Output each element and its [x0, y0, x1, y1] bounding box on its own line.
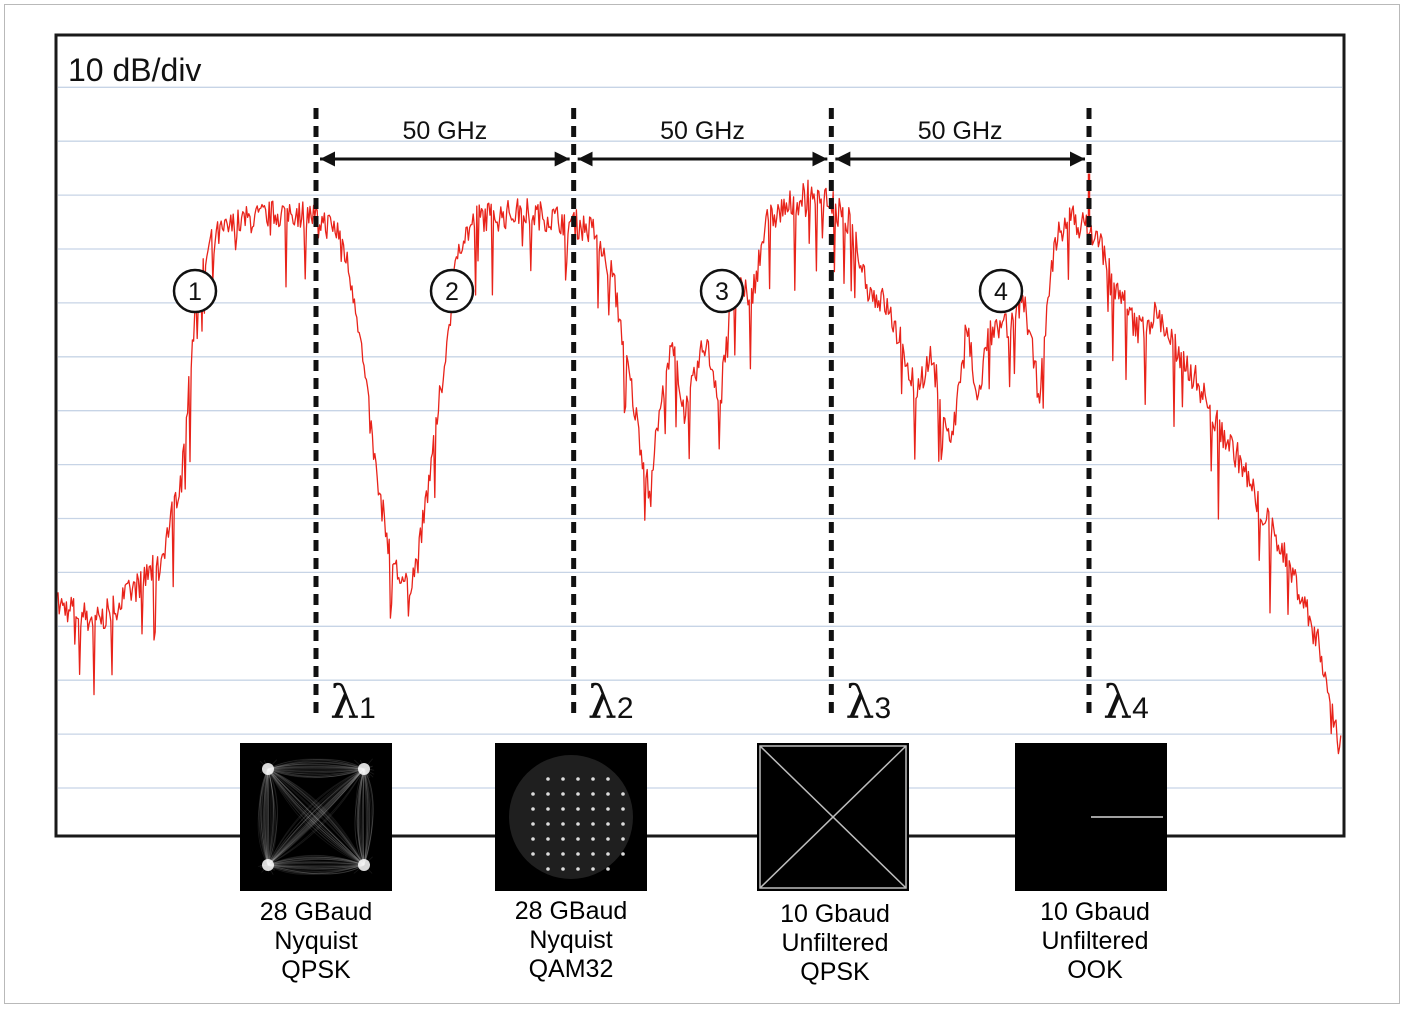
- caption-line: QPSK: [281, 956, 351, 984]
- constellation-point: [561, 867, 565, 871]
- spectrum-trace: [57, 173, 1342, 755]
- qpsk-unfiltered-constellation: [757, 743, 909, 891]
- constellation-point: [621, 837, 625, 841]
- constellation-point: [546, 777, 550, 781]
- channel-number-badges: 1 2 3 4: [172, 268, 1024, 314]
- wavelength-index: 4: [1132, 692, 1149, 725]
- constellation-point: [606, 852, 610, 856]
- constellation-point: [546, 837, 550, 841]
- constellation-point: [606, 867, 610, 871]
- constellation-point: [561, 852, 565, 856]
- constellation-point: [591, 777, 595, 781]
- constellation-diagrams: [240, 743, 1167, 891]
- qpsk-unfiltered-caption: 10 Gbaud Unfiltered QPSK: [735, 900, 935, 987]
- constellation-point: [591, 807, 595, 811]
- caption-line: Unfiltered: [1041, 927, 1149, 955]
- wavelength-index: 3: [874, 692, 891, 725]
- caption-line: OOK: [1067, 956, 1123, 984]
- constellation-point: [621, 822, 625, 826]
- qpsk-nyquist-constellation: [240, 743, 392, 891]
- constellation-point: [358, 859, 370, 871]
- constellation-point: [576, 777, 580, 781]
- plot-area-border: [54, 33, 1346, 838]
- wavelength-label: λ1: [330, 675, 376, 729]
- constellation-point: [561, 822, 565, 826]
- caption-line: QPSK: [800, 958, 870, 986]
- constellation-point: [621, 807, 625, 811]
- constellation-point: [531, 792, 535, 796]
- qam32-nyquist-constellation: [495, 743, 647, 891]
- channel-badge: 1: [172, 268, 218, 314]
- constellation-point: [591, 822, 595, 826]
- channel-badge: 3: [699, 268, 745, 314]
- grid-lines: [58, 86, 1342, 789]
- caption-line: 10 Gbaud: [780, 900, 890, 928]
- spacing-label: 50 GHz: [918, 117, 1003, 145]
- wavelength-index: 2: [617, 692, 634, 725]
- constellation-point: [576, 837, 580, 841]
- constellation-point: [606, 807, 610, 811]
- channel-number: 3: [715, 278, 729, 306]
- constellation-point: [546, 852, 550, 856]
- constellation-point: [546, 867, 550, 871]
- caption-line: 28 GBaud: [259, 898, 373, 926]
- qam32-nyquist-caption: 28 GBaud Nyquist QAM32: [471, 897, 671, 984]
- spacing-label: 50 GHz: [660, 117, 745, 145]
- spectrum-series-line: [57, 179, 1342, 755]
- constellation-point: [531, 852, 535, 856]
- spacing-label: 50 GHz: [402, 117, 487, 145]
- constellation-point: [561, 837, 565, 841]
- constellation-point: [621, 852, 625, 856]
- channel-badge: 4: [978, 268, 1024, 314]
- constellation-point: [531, 822, 535, 826]
- channel-badge: 2: [429, 268, 475, 314]
- constellation-point: [262, 859, 274, 871]
- constellation-point: [606, 837, 610, 841]
- constellation-point: [591, 837, 595, 841]
- ook-unfiltered-constellation: [1015, 743, 1167, 891]
- constellation-point: [561, 792, 565, 796]
- constellation-point: [546, 807, 550, 811]
- channel-number: 2: [445, 278, 459, 306]
- constellation-point: [546, 822, 550, 826]
- scale-label: 10 dB/div: [68, 52, 201, 88]
- wavelength-index: 1: [359, 692, 376, 725]
- caption-line: 28 GBaud: [514, 897, 628, 925]
- constellation-point: [621, 792, 625, 796]
- constellation-point: [576, 867, 580, 871]
- constellation-point: [576, 807, 580, 811]
- constellation-point: [561, 777, 565, 781]
- ook-unfiltered-caption: 10 Gbaud Unfiltered OOK: [995, 898, 1195, 985]
- constellation-point: [591, 792, 595, 796]
- wavelength-label: λ3: [845, 675, 891, 729]
- constellation-point: [606, 777, 610, 781]
- caption-line: Nyquist: [274, 927, 358, 955]
- figure-border: [4, 4, 1400, 1004]
- channel-number: 1: [188, 278, 202, 306]
- channel-spacing-arrows: 50 GHz 50 GHz 50 GHz: [320, 117, 1085, 167]
- wavelength-label: λ2: [588, 675, 634, 729]
- constellation-point: [591, 867, 595, 871]
- caption-line: Nyquist: [529, 926, 613, 954]
- constellation-point: [606, 792, 610, 796]
- constellation-point: [591, 852, 595, 856]
- constellation-point: [561, 807, 565, 811]
- caption-line: Unfiltered: [781, 929, 889, 957]
- channel-number: 4: [994, 278, 1008, 306]
- caption-line: QAM32: [528, 955, 614, 983]
- constellation-point: [358, 763, 370, 775]
- constellation-point: [576, 822, 580, 826]
- constellation-point: [531, 807, 535, 811]
- constellation-point: [576, 852, 580, 856]
- caption-line: 10 Gbaud: [1040, 898, 1150, 926]
- wavelength-markers: λ1 λ2 λ3 λ4: [313, 108, 1149, 729]
- constellation-point: [262, 763, 274, 775]
- constellation-point: [531, 837, 535, 841]
- constellation-point: [546, 792, 550, 796]
- qpsk-nyquist-caption: 28 GBaud Nyquist QPSK: [216, 898, 416, 985]
- wavelength-label: λ4: [1103, 675, 1149, 729]
- constellation-point: [576, 792, 580, 796]
- constellation-point: [606, 822, 610, 826]
